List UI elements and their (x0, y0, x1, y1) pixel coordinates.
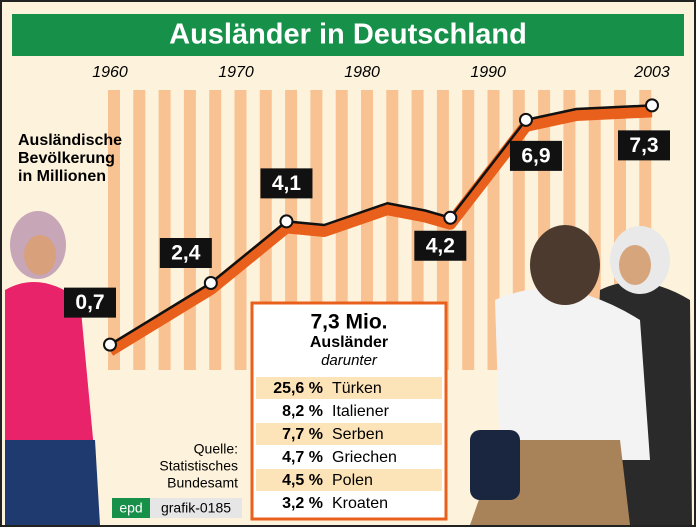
x-tick-label: 1990 (470, 64, 506, 81)
y-axis-label: in Millionen (18, 168, 106, 185)
y-axis-label: Bevölkerung (18, 150, 115, 167)
row-share: 7,7 % (282, 426, 323, 443)
value-label: 4,2 (426, 234, 455, 257)
source-line: Statistisches (159, 458, 238, 474)
point (205, 277, 217, 289)
inset-subhead: Ausländer (310, 334, 388, 351)
inset-headline: 7,3 Mio. (310, 311, 387, 334)
row-share: 25,6 % (273, 380, 323, 397)
point (646, 99, 658, 111)
stripe (235, 90, 247, 370)
row-name: Serben (332, 426, 384, 443)
y-axis-label: Ausländische (18, 132, 122, 149)
value-label: 7,3 (629, 134, 658, 157)
stripe (184, 90, 196, 370)
point (280, 215, 292, 227)
stripe (209, 90, 221, 370)
row-name: Polen (332, 472, 373, 489)
graphic-id: grafik-0185 (161, 500, 231, 516)
value-label: 4,1 (272, 172, 302, 195)
source-line: Quelle: (194, 441, 238, 457)
row-name: Italiener (332, 403, 390, 420)
source-line: Bundesamt (167, 475, 238, 491)
row-share: 8,2 % (282, 403, 323, 420)
x-tick-label: 2003 (633, 64, 670, 81)
point (104, 339, 116, 351)
x-tick-label: 1980 (344, 64, 380, 81)
x-tick-label: 1970 (218, 64, 254, 81)
stripe (159, 90, 171, 370)
value-label: 6,9 (521, 144, 550, 167)
row-name: Griechen (332, 449, 397, 466)
agency: epd (119, 500, 142, 516)
row-share: 3,2 % (282, 495, 323, 512)
row-name: Kroaten (332, 495, 388, 512)
x-tick-label: 1960 (92, 64, 128, 81)
stripe (462, 90, 474, 370)
row-name: Türken (332, 380, 382, 397)
row-share: 4,7 % (282, 449, 323, 466)
row-share: 4,5 % (282, 472, 323, 489)
inset-note: darunter (321, 352, 378, 369)
value-label: 0,7 (75, 291, 104, 314)
chart-title: Ausländer in Deutschland (169, 19, 527, 51)
infographic: Ausländer in Deutschland 1960 1970 1980 199… (0, 0, 696, 527)
point (520, 114, 532, 126)
point (444, 212, 456, 224)
value-label: 2,4 (171, 242, 201, 265)
